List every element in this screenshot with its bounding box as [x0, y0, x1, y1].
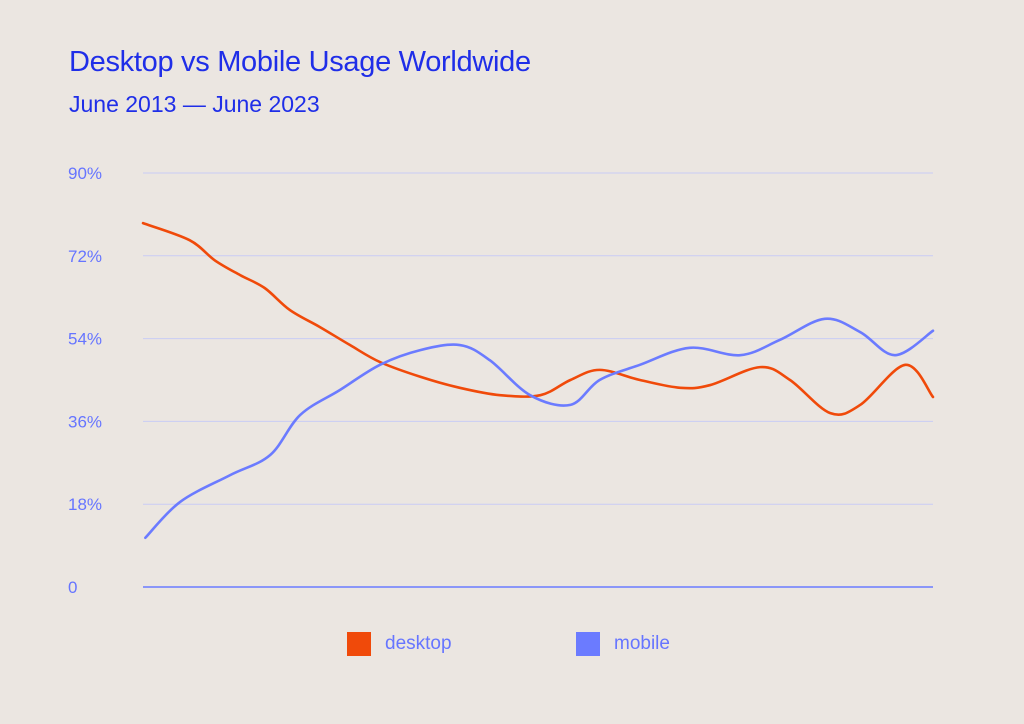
y-tick-label: 0	[68, 578, 77, 597]
legend-item-desktop: desktop	[347, 632, 452, 656]
mobile-swatch	[576, 632, 600, 656]
desktop-swatch	[347, 632, 371, 656]
chart-title: Desktop vs Mobile Usage Worldwide	[69, 46, 531, 78]
y-tick-label: 90%	[68, 164, 102, 183]
mobile-line	[144, 317, 935, 540]
y-tick-label: 36%	[68, 412, 102, 431]
y-tick-label: 54%	[68, 330, 102, 349]
chart-subtitle: June 2013 — June 2023	[69, 91, 320, 117]
y-tick-label: 72%	[68, 247, 102, 266]
legend-label-mobile: mobile	[614, 633, 670, 654]
y-tick-label: 18%	[68, 495, 102, 514]
legend-item-mobile: mobile	[576, 632, 670, 656]
desktop-line	[141, 221, 935, 417]
legend-label-desktop: desktop	[385, 633, 452, 654]
